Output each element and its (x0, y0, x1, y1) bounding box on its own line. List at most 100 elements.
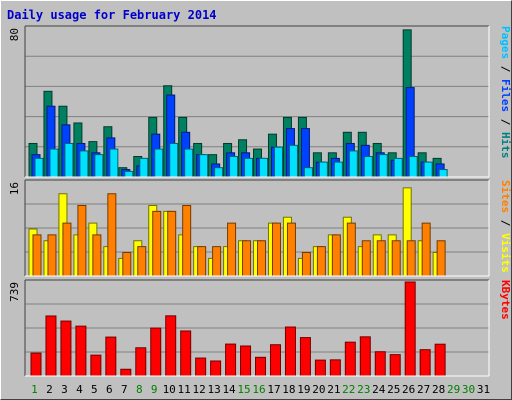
series-legend-label: Pages / Files / Hits (499, 26, 512, 159)
bar-kbytes-day-19 (299, 337, 311, 377)
bar-pages-day-21 (333, 161, 343, 178)
day-label-2: 2 (46, 383, 53, 396)
day-label-18: 18 (282, 383, 295, 396)
legend-part-0: Sites (499, 180, 512, 213)
series-legend-label: Sites / Visits (499, 180, 512, 273)
bar-kbytes-day-24 (374, 351, 386, 377)
bar-pages-day-23 (363, 156, 373, 178)
bar-sites-day-22 (346, 222, 356, 277)
day-label-22: 22 (342, 383, 355, 396)
bar-pages-day-10 (169, 142, 179, 178)
bar-kbytes-day-21 (329, 359, 341, 377)
day-label-28: 28 (432, 383, 445, 396)
bar-sites-day-18 (286, 222, 296, 277)
bar-kbytes-day-1 (30, 352, 42, 377)
legend-part-1: / (499, 59, 512, 79)
bar-sites-day-1 (32, 234, 42, 277)
bar-kbytes-day-2 (45, 315, 57, 377)
bar-pages-day-9 (154, 148, 164, 178)
day-label-25: 25 (387, 383, 400, 396)
legend-part-2: Visits (499, 233, 512, 273)
bar-sites-day-23 (361, 240, 371, 277)
day-label-9: 9 (151, 383, 158, 396)
bar-pages-day-13 (214, 167, 224, 178)
bar-pages-day-6 (109, 148, 119, 178)
bar-pages-day-12 (199, 154, 209, 178)
bar-kbytes-day-16 (255, 356, 267, 377)
day-label-8: 8 (136, 383, 143, 396)
legend-part-1: / (499, 213, 512, 233)
day-label-7: 7 (121, 383, 128, 396)
bar-sites-day-10 (167, 210, 177, 277)
bar-sites-day-11 (182, 205, 192, 277)
bar-kbytes-day-23 (359, 336, 371, 377)
bar-sites-day-4 (77, 205, 87, 277)
bar-pages-day-11 (184, 148, 194, 178)
bar-sites-day-6 (107, 193, 117, 277)
day-label-6: 6 (106, 383, 113, 396)
bar-kbytes-day-4 (75, 325, 87, 377)
legend-part-4: Hits (499, 132, 512, 159)
bar-sites-day-2 (47, 234, 57, 277)
day-label-1: 1 (31, 383, 38, 396)
bar-pages-day-1 (34, 157, 44, 178)
bar-sites-day-20 (316, 246, 326, 277)
day-label-30: 30 (462, 383, 475, 396)
day-label-27: 27 (417, 383, 430, 396)
bar-kbytes-day-6 (105, 336, 117, 377)
bar-sites-day-24 (376, 240, 386, 277)
bar-sites-day-8 (137, 246, 147, 277)
bar-sites-day-16 (257, 240, 267, 277)
bar-sites-day-13 (212, 246, 222, 277)
day-label-19: 19 (297, 383, 310, 396)
bar-pages-day-3 (64, 142, 74, 178)
day-label-26: 26 (402, 383, 415, 396)
bar-sites-day-9 (152, 210, 162, 277)
bar-pages-day-17 (273, 146, 283, 178)
bar-sites-day-15 (242, 240, 252, 277)
max-value-label: 16 (8, 182, 21, 195)
bar-pages-day-16 (259, 157, 269, 178)
bar-pages-day-28 (438, 169, 448, 178)
day-label-20: 20 (312, 383, 325, 396)
bar-sites-day-21 (331, 234, 341, 277)
bar-kbytes-day-10 (165, 315, 177, 377)
bar-pages-day-7 (124, 170, 134, 178)
legend-part-0: KBytes (499, 280, 512, 320)
bar-kbytes-day-22 (344, 341, 356, 377)
bar-kbytes-day-25 (389, 354, 401, 377)
bar-kbytes-day-26 (404, 281, 416, 377)
bar-sites-day-14 (227, 222, 237, 277)
bar-sites-day-17 (271, 222, 281, 277)
bar-pages-day-25 (393, 157, 403, 178)
bar-sites-day-25 (391, 240, 401, 277)
day-label-10: 10 (163, 383, 176, 396)
series-legend-label: KBytes (499, 280, 512, 320)
day-label-31: 31 (477, 383, 490, 396)
day-label-13: 13 (207, 383, 220, 396)
max-value-label: 739 (8, 282, 21, 302)
bar-kbytes-day-9 (150, 327, 162, 377)
bar-kbytes-day-11 (180, 330, 192, 377)
bar-kbytes-day-28 (434, 343, 446, 377)
bar-sites-day-5 (92, 234, 102, 277)
day-label-29: 29 (447, 383, 460, 396)
legend-part-2: Files (499, 79, 512, 112)
bar-kbytes-day-13 (210, 360, 222, 377)
legend-part-0: Pages (499, 26, 512, 59)
bar-pages-day-14 (229, 156, 239, 178)
bar-sites-day-28 (436, 240, 446, 277)
bar-kbytes-day-8 (135, 347, 147, 377)
bar-kbytes-day-14 (225, 343, 237, 377)
bar-kbytes-day-12 (195, 357, 207, 377)
legend-part-3: / (499, 112, 512, 132)
day-label-17: 17 (267, 383, 280, 396)
day-label-16: 16 (252, 383, 265, 396)
bar-sites-day-12 (197, 246, 207, 277)
bar-sites-day-26 (406, 240, 416, 277)
bar-kbytes-day-20 (314, 359, 326, 377)
bar-kbytes-day-18 (284, 326, 296, 377)
bar-sites-day-3 (62, 222, 72, 277)
day-label-11: 11 (178, 383, 191, 396)
